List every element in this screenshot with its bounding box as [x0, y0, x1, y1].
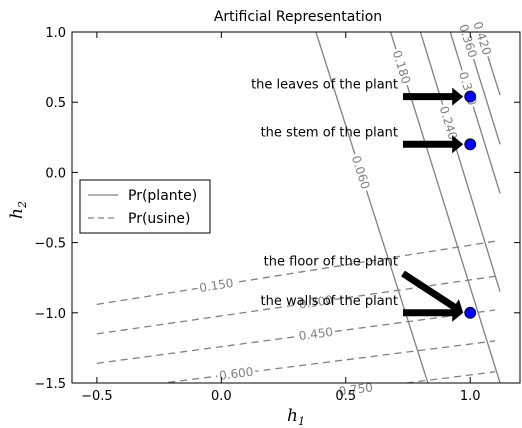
- y-tick-label: −0.5: [34, 237, 66, 252]
- contour-label-pr-plante-2: 0.240: [437, 104, 460, 141]
- arrow-the-walls-of-the-plant: [403, 303, 464, 322]
- annotation-the-stem-of-the-plant: the stem of the plant: [261, 125, 398, 140]
- y-tick-label: 1.0: [45, 26, 66, 41]
- annotation-arrows: [401, 87, 464, 322]
- annotation-the-walls-of-the-plant: the walls of the plant: [261, 294, 399, 309]
- arrow-the-floor-of-the-plant: [401, 270, 464, 315]
- point-annotations: the leaves of the plant the stem of the p…: [251, 78, 398, 309]
- arrow-the-stem-of-the-plant: [403, 135, 464, 154]
- point-the-floor-of-the-plant: [464, 306, 477, 319]
- axis-ticks: −0.5 0.0 0.5 1.0 −1.5 −1.0 −0.5 0.0 0.5 1.0: [34, 26, 520, 404]
- point-the-leaves-of-the-plant: [464, 90, 477, 103]
- x-tick-label: −0.5: [81, 389, 113, 404]
- contour-pr-usine-3: [158, 340, 496, 383]
- x-axis-label: h1: [287, 406, 305, 428]
- point-the-stem-of-the-plant: [464, 138, 477, 151]
- y-tick-label: 0.5: [45, 96, 66, 111]
- y-tick-label: −1.0: [34, 307, 66, 322]
- contour-label-pr-usine-4: 0.750: [338, 380, 374, 398]
- contour-pr-usine-0: [96, 240, 496, 306]
- contour-label-pr-usine-3: 0.600: [218, 365, 254, 383]
- contour-label-pr-usine-0: 0.150: [198, 276, 234, 295]
- contour-labels: 0.0600.1800.2400.3000.3600.4200.1500.300…: [196, 17, 496, 399]
- contour-label-pr-usine-2: 0.450: [298, 325, 334, 343]
- contour-pr-usine-2: [96, 309, 496, 364]
- x-tick-label: 0.5: [335, 389, 356, 404]
- legend-label-plante: Pr(plante): [128, 188, 197, 204]
- annotation-the-leaves-of-the-plant: the leaves of the plant: [251, 78, 398, 93]
- data-points: [464, 90, 477, 319]
- contour-label-pr-plante-0: 0.060: [349, 154, 373, 191]
- y-tick-label: 0.0: [45, 166, 66, 181]
- x-tick-label: 1.0: [460, 389, 481, 404]
- legend-box: [79, 179, 211, 234]
- legend: Pr(plante) Pr(usine): [79, 179, 211, 234]
- contour-pr-plante-1: [389, 32, 501, 383]
- chart-title: Artificial Representation: [214, 9, 382, 25]
- plot-frame: [71, 31, 521, 384]
- y-axis-label: h2: [7, 201, 29, 219]
- y-tick-label: −1.5: [34, 377, 66, 392]
- arrow-the-leaves-of-the-plant: [403, 87, 464, 106]
- contour-pr-plante-2: [419, 32, 501, 292]
- contour-label-pr-usine-1: 0.300: [298, 293, 334, 312]
- contour-pr-plante-3: [449, 32, 501, 194]
- legend-label-usine: Pr(usine): [128, 211, 190, 227]
- x-tick-label: 0.0: [211, 389, 232, 404]
- annotation-the-floor-of-the-plant: the floor of the plant: [264, 254, 398, 269]
- contour-pr-plante-0: [315, 32, 429, 383]
